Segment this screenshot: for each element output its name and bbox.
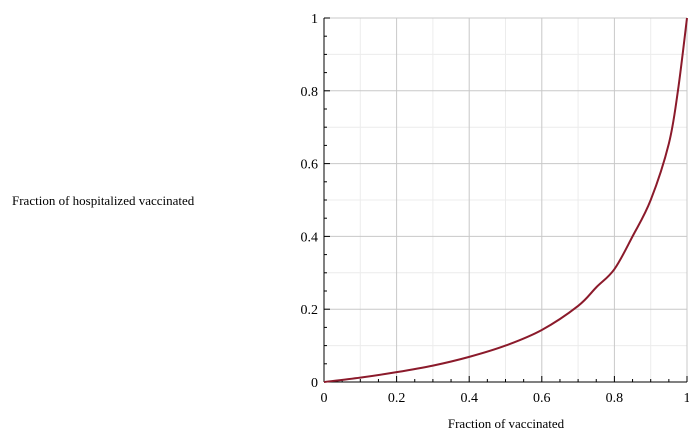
y-tick-label: 0 [311, 376, 318, 391]
x-tick-label: 1 [684, 391, 689, 406]
major-grid [324, 17, 688, 382]
y-tick-labels: 0 0.2 0.4 0.6 0.8 1 [301, 12, 319, 391]
minor-grid [324, 18, 687, 382]
x-tick-label: 0.4 [460, 391, 478, 406]
y-tick-label: 1 [311, 12, 318, 27]
x-tick-label: 0.6 [533, 391, 551, 406]
x-tick-label: 0 [321, 391, 328, 406]
y-tick-label: 0.2 [301, 303, 319, 318]
x-tick-labels: 0 0.2 0.4 0.6 0.8 1 [321, 391, 689, 406]
y-axis-label: Fraction of hospitalized vaccinated [12, 193, 195, 208]
x-axis-label: Fraction of vaccinated [448, 416, 565, 431]
series-group [323, 17, 688, 383]
y-tick-label: 0.4 [301, 230, 319, 245]
y-tick-label: 0.6 [301, 158, 319, 173]
y-tick-label: 0.8 [301, 85, 319, 100]
series-line-0 [323, 17, 688, 383]
x-tick-label: 0.8 [606, 391, 624, 406]
x-tick-label: 0.2 [388, 391, 406, 406]
